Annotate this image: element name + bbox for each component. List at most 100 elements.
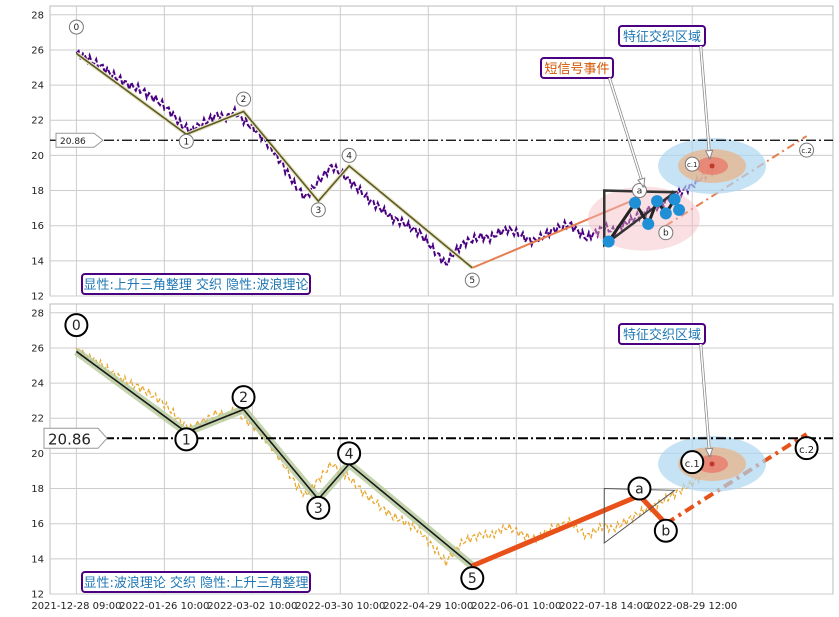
wave-label-text: 0 bbox=[74, 23, 80, 33]
annotation-text: 特征交织区域 bbox=[623, 327, 701, 343]
annotation-arrow-inner bbox=[699, 45, 711, 159]
hline-label-box bbox=[43, 427, 108, 449]
y-tick-label: 22 bbox=[31, 116, 44, 127]
y-tick-label: 20 bbox=[31, 449, 44, 460]
y-tick-label: 14 bbox=[31, 256, 44, 267]
y-tick-label: 18 bbox=[31, 484, 44, 495]
signal-point bbox=[629, 196, 642, 209]
wave-label-badge bbox=[653, 518, 678, 543]
hline-label: 20.86 bbox=[48, 430, 91, 448]
caption-box bbox=[81, 273, 311, 295]
wave-label-text: 2 bbox=[239, 390, 248, 406]
wave-label-badge bbox=[684, 156, 700, 172]
annotation-arrow-head bbox=[637, 177, 646, 189]
wave-label-badge bbox=[306, 495, 331, 520]
x-tick-label: 2022-06-01 10:00 bbox=[471, 601, 561, 612]
wave-label-text: 1 bbox=[183, 137, 189, 147]
y-tick-label: 16 bbox=[31, 519, 44, 530]
signal-point bbox=[673, 203, 686, 216]
y-tick-label: 12 bbox=[31, 590, 44, 601]
wave-label-badge bbox=[64, 313, 89, 338]
y-tick-label: 26 bbox=[31, 343, 44, 354]
signal-point bbox=[651, 195, 664, 208]
y-tick-label: 24 bbox=[31, 379, 44, 390]
wave-label-text: 4 bbox=[345, 446, 354, 462]
wave-label-text: 2 bbox=[241, 95, 247, 105]
y-tick-label: 26 bbox=[31, 45, 44, 56]
wave-label-text: 4 bbox=[346, 151, 352, 161]
annotation-arrow-head bbox=[704, 447, 714, 459]
wave-label-badge bbox=[680, 450, 705, 475]
x-tick-label: 2022-03-30 10:00 bbox=[295, 601, 385, 612]
wave-label-text: a bbox=[635, 482, 644, 498]
y-tick-label: 20 bbox=[31, 151, 44, 162]
annotation-arrow-inner bbox=[608, 77, 645, 188]
projection-line bbox=[471, 196, 640, 269]
panel-top: 12141618202224262820.86012345abc.1c.2短信号… bbox=[31, 5, 834, 303]
wave-label-text: b bbox=[661, 524, 670, 540]
annotation-arrow-head bbox=[704, 149, 714, 161]
y-tick-label: 22 bbox=[31, 414, 44, 425]
wave-label-badge bbox=[627, 476, 652, 501]
x-tick-label: 2022-07-18 14:00 bbox=[559, 601, 649, 612]
wave-label-text: 1 bbox=[182, 432, 191, 448]
hline-label: 20.86 bbox=[60, 137, 86, 147]
signal-point bbox=[602, 235, 615, 248]
interweave-center bbox=[709, 163, 715, 169]
wave-label-text: c.2 bbox=[801, 147, 812, 155]
caption-box bbox=[81, 571, 311, 593]
x-tick-label: 2022-04-29 10:00 bbox=[383, 601, 473, 612]
wave-label-badge bbox=[337, 441, 362, 466]
wave-label-badge bbox=[68, 19, 84, 35]
x-tick-label: 2022-01-26 10:00 bbox=[119, 601, 209, 612]
annotation-box bbox=[618, 323, 706, 345]
wave-label-text: 0 bbox=[72, 318, 81, 334]
wave-label-text: 3 bbox=[314, 501, 323, 517]
y-tick-label: 18 bbox=[31, 186, 44, 197]
price-series-line bbox=[75, 347, 720, 567]
wave-label-badge bbox=[464, 272, 480, 288]
y-tick-label: 12 bbox=[31, 292, 44, 303]
projection-dashed bbox=[664, 432, 808, 526]
projection-dashed bbox=[665, 135, 808, 227]
wave-label-badge bbox=[658, 225, 674, 241]
wave-label-text: a bbox=[637, 187, 643, 197]
wave-label-text: c.2 bbox=[799, 445, 814, 456]
annotation-box bbox=[540, 57, 614, 79]
wave-label-badge bbox=[174, 427, 199, 452]
wave-label-text: 5 bbox=[468, 571, 477, 587]
wave-label-badge bbox=[799, 142, 815, 158]
wave-label-badge bbox=[178, 133, 194, 149]
interweave-center bbox=[709, 461, 715, 467]
panel-bottom: 12141618202224262820.86012345abc.1c.2特征交… bbox=[31, 303, 834, 601]
wave-label-badge bbox=[310, 202, 326, 218]
signal-point bbox=[659, 207, 672, 220]
annotation-box bbox=[618, 25, 706, 47]
caption-text: 显性:波浪理论 交织 隐性:上升三角整理 bbox=[83, 575, 308, 591]
price-series-line bbox=[75, 49, 720, 267]
hline-label-box bbox=[55, 132, 104, 148]
x-tick-label: 2022-03-02 10:00 bbox=[207, 601, 297, 612]
signal-point bbox=[668, 193, 681, 206]
signal-point bbox=[642, 217, 655, 230]
wave-label-badge bbox=[794, 436, 819, 461]
x-tick-label: 2022-08-29 12:00 bbox=[647, 601, 737, 612]
y-tick-label: 14 bbox=[31, 554, 44, 565]
wave-label-text: 3 bbox=[315, 206, 321, 216]
y-tick-label: 28 bbox=[31, 10, 44, 21]
wave-label-text: b bbox=[663, 229, 669, 239]
wave-label-text: c.1 bbox=[685, 459, 700, 470]
annotation-arrow-inner bbox=[699, 343, 711, 457]
y-tick-label: 24 bbox=[31, 81, 44, 92]
x-tick-label: 2021-12-28 09:00 bbox=[31, 601, 121, 612]
wave-label-badge bbox=[460, 566, 485, 591]
wave-label-text: 5 bbox=[469, 276, 475, 286]
annotation-text: 短信号事件 bbox=[544, 62, 609, 77]
wave-line bbox=[75, 52, 473, 269]
annotation-text: 特征交织区域 bbox=[623, 29, 701, 45]
wave-label-badge bbox=[341, 147, 357, 163]
wave-line bbox=[75, 350, 473, 567]
wave-label-badge bbox=[231, 385, 256, 410]
caption-text: 显性:上升三角整理 交织 隐性:波浪理论 bbox=[83, 277, 308, 293]
